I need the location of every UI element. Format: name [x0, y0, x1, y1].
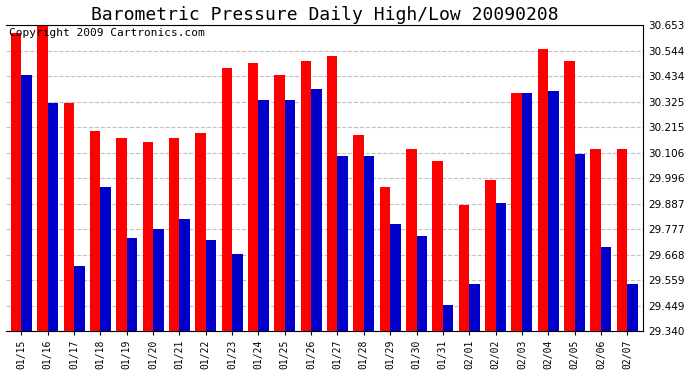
- Bar: [364, 156, 375, 331]
- Bar: [564, 61, 575, 331]
- Bar: [495, 203, 506, 331]
- Bar: [248, 63, 259, 331]
- Bar: [459, 205, 469, 331]
- Bar: [538, 49, 549, 331]
- Bar: [627, 285, 638, 331]
- Bar: [37, 26, 48, 331]
- Bar: [575, 154, 585, 331]
- Bar: [433, 161, 443, 331]
- Bar: [380, 187, 390, 331]
- Bar: [485, 180, 495, 331]
- Bar: [127, 238, 137, 331]
- Bar: [390, 224, 401, 331]
- Title: Barometric Pressure Daily High/Low 20090208: Barometric Pressure Daily High/Low 20090…: [90, 6, 558, 24]
- Bar: [417, 236, 427, 331]
- Bar: [221, 68, 232, 331]
- Bar: [48, 103, 58, 331]
- Bar: [100, 187, 111, 331]
- Bar: [522, 93, 533, 331]
- Bar: [311, 89, 322, 331]
- Bar: [406, 149, 417, 331]
- Bar: [143, 142, 153, 331]
- Bar: [337, 156, 348, 331]
- Bar: [511, 93, 522, 331]
- Bar: [206, 240, 216, 331]
- Bar: [443, 305, 453, 331]
- Bar: [259, 100, 269, 331]
- Bar: [232, 254, 243, 331]
- Bar: [285, 100, 295, 331]
- Text: Copyright 2009 Cartronics.com: Copyright 2009 Cartronics.com: [9, 28, 204, 38]
- Bar: [90, 130, 100, 331]
- Bar: [327, 56, 337, 331]
- Bar: [179, 219, 190, 331]
- Bar: [74, 266, 85, 331]
- Bar: [601, 247, 611, 331]
- Bar: [21, 75, 32, 331]
- Bar: [116, 138, 127, 331]
- Bar: [549, 91, 559, 331]
- Bar: [617, 149, 627, 331]
- Bar: [353, 135, 364, 331]
- Bar: [169, 138, 179, 331]
- Bar: [469, 285, 480, 331]
- Bar: [274, 75, 285, 331]
- Bar: [301, 61, 311, 331]
- Bar: [591, 149, 601, 331]
- Bar: [63, 103, 74, 331]
- Bar: [195, 133, 206, 331]
- Bar: [11, 33, 21, 331]
- Bar: [153, 228, 164, 331]
